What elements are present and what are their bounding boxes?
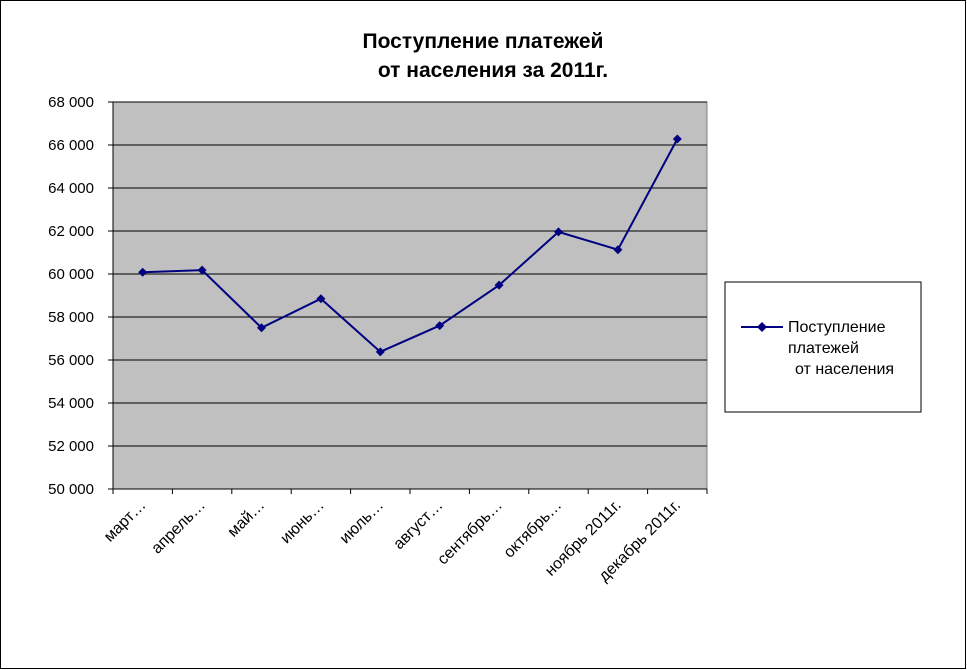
y-axis-ticks: 50 000 52 000 54 000 56 000 58 000 60 000 62 0… [48,94,113,498]
data-point-marker [375,347,385,357]
data-point-marker [672,134,682,144]
legend-box [724,281,922,413]
data-point-marker [613,245,623,255]
y-tick-label: 62 000 [48,223,94,240]
gridlines [113,101,707,447]
data-point-marker [316,294,326,304]
data-point-marker [435,321,445,331]
legend-series-label-line-3: от населения [795,361,894,378]
data-point-marker [138,267,148,277]
chart-title-line-1: Поступление платежей [363,30,604,53]
y-tick-label: 64 000 [48,180,94,197]
data-point-marker [257,323,266,333]
y-tick-label: 50 000 [48,481,94,498]
y-tick-label: 58 000 [48,309,94,326]
series-line [142,138,679,354]
plot-area [112,101,708,490]
legend-series-marker [757,322,767,332]
series-layer [138,134,682,357]
legend-series-label-line-1: Поступление [788,319,886,336]
y-tick-label: 66 000 [48,137,94,154]
y-tick-label: 60 000 [48,266,94,283]
y-tick-label: 68 000 [48,94,94,111]
legend-series-label-line-2: платежей [788,340,859,357]
y-tick-label: 56 000 [48,352,94,369]
data-point-marker [197,265,207,275]
legend: Поступление платежей от населения [724,281,922,413]
data-point-marker [494,280,504,290]
y-tick-label: 52 000 [48,438,94,455]
chart-title-line-2: от населения за 2011г. [378,59,608,82]
y-tick-label: 54 000 [48,395,94,412]
data-point-marker [554,227,563,237]
